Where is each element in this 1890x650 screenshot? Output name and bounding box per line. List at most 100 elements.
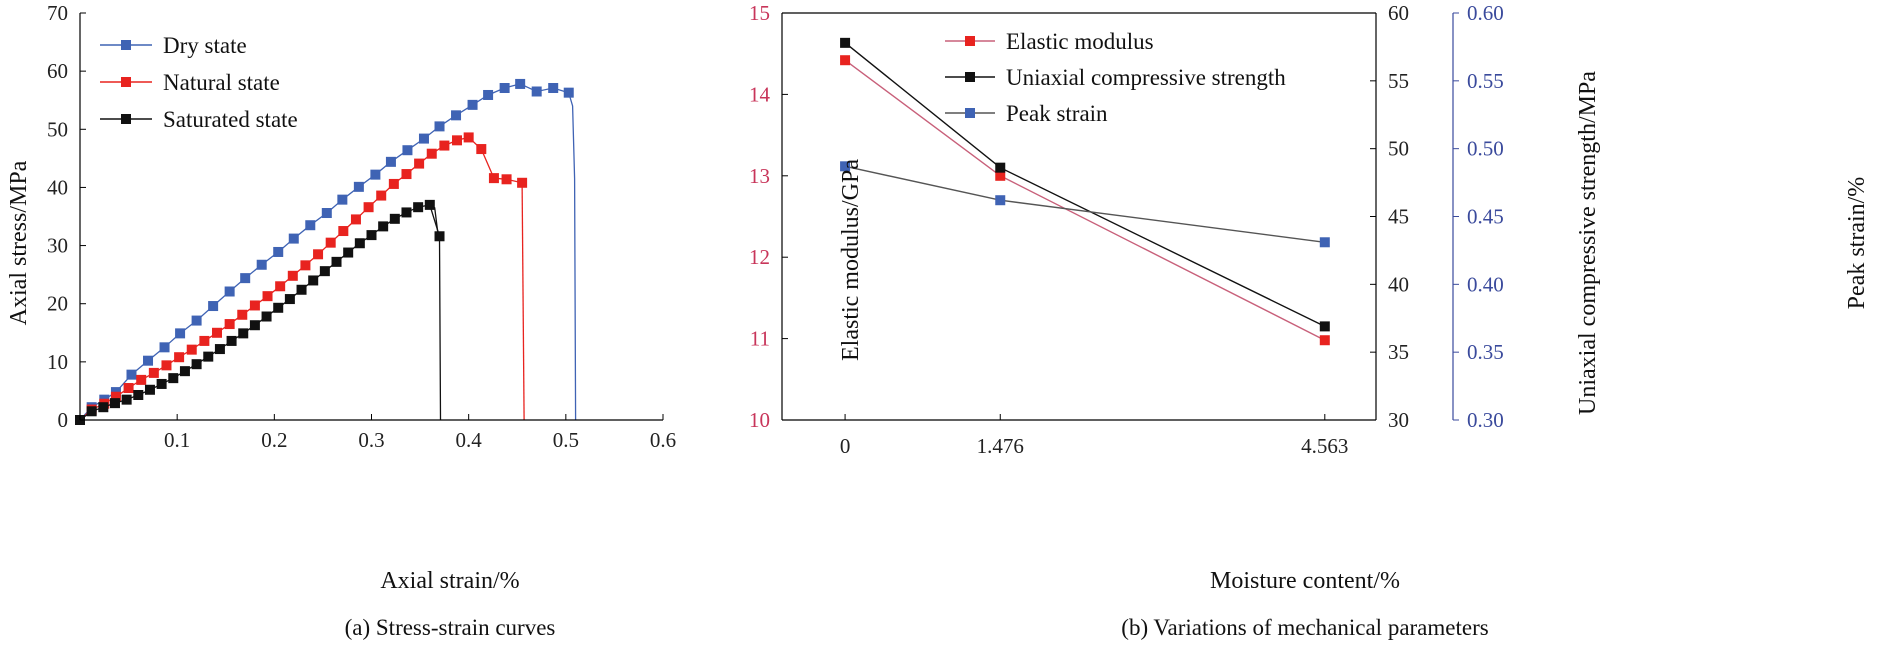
data-point (143, 355, 154, 366)
data-point (199, 335, 210, 346)
legend-marker (965, 108, 975, 118)
data-point (325, 237, 336, 248)
legend-label: Peak strain (1006, 101, 1108, 126)
panel-b-right1-tick-label: 40 (1388, 272, 1409, 296)
data-point (995, 195, 1006, 206)
data-point (212, 327, 223, 338)
stress-strain-chart: 0 10 20 30 40 50 60 70 0.1 0.2 0.3 0.4 0.5 0.6 Dry st… (6, 1, 676, 640)
panel-b-left-tick-label: 13 (749, 164, 770, 188)
panel-b-left-axis-label: Elastic modulus/GPa (838, 159, 864, 361)
data-point (331, 256, 342, 267)
panel-a-series (75, 78, 577, 425)
panel-a-x-tick-label: 0.4 (456, 428, 483, 452)
data-point (402, 145, 413, 156)
data-point (305, 220, 316, 231)
data-point (136, 374, 147, 385)
panel-a-y-tick-label: 0 (58, 408, 69, 432)
data-point (388, 178, 399, 189)
panel-b-left-tick-label: 11 (750, 327, 770, 351)
data-point (191, 359, 202, 370)
legend-marker (121, 114, 131, 124)
data-point (226, 335, 237, 346)
data-point (548, 83, 559, 94)
data-point (186, 344, 197, 355)
data-point (531, 86, 542, 97)
data-point (133, 389, 144, 400)
data-point (501, 174, 512, 185)
data-point (350, 214, 361, 225)
data-point (237, 309, 248, 320)
panel-a-y-tick-label: 60 (47, 59, 68, 83)
data-point (300, 260, 311, 271)
data-point (109, 398, 120, 409)
data-point (353, 181, 364, 192)
data-point (296, 284, 307, 295)
data-point (517, 177, 528, 188)
panel-b-right2-tick-label: 0.45 (1467, 205, 1504, 229)
data-point (418, 133, 429, 144)
panel-b-right2-tick-label: 0.50 (1467, 137, 1504, 161)
panel-b-caption: (b) Variations of mechanical parameters (1121, 615, 1488, 640)
data-point (224, 319, 235, 330)
data-point (144, 384, 155, 395)
data-point (995, 162, 1006, 173)
panel-a-y-tick-label: 30 (47, 234, 68, 258)
data-point (434, 121, 445, 132)
series-line-2 (844, 165, 1325, 243)
data-point (319, 266, 330, 277)
data-point (273, 246, 284, 257)
data-point (376, 190, 387, 201)
series-failure-drop-1 (521, 182, 525, 421)
legend-marker (965, 36, 975, 46)
panel-a-y-tick-label: 40 (47, 175, 68, 199)
data-point (284, 294, 295, 305)
panel-a-y-axis-label: Axial stress/MPa (6, 160, 32, 325)
data-point (451, 110, 462, 121)
data-point (424, 199, 435, 210)
panel-b-right1-tick-label: 30 (1388, 408, 1409, 432)
data-point (273, 302, 284, 313)
data-point (463, 132, 474, 143)
legend-label: Dry state (163, 33, 247, 58)
data-point (249, 320, 260, 331)
data-point (401, 207, 412, 218)
data-point (389, 213, 400, 224)
data-point (385, 156, 396, 167)
data-point (159, 342, 170, 353)
panel-b-right1-axis-label: Uniaxial compressive strength/MPa (1575, 71, 1601, 415)
series-line-2 (79, 204, 441, 421)
data-point (452, 135, 463, 146)
data-point (1319, 237, 1330, 248)
panel-b-right2-tick-label: 0.60 (1467, 1, 1504, 25)
legend-label: Uniaxial compressive strength (1006, 65, 1286, 90)
panel-a-x-tick-label: 0.2 (261, 428, 287, 452)
panel-a-x-tick-label: 0.5 (553, 428, 579, 452)
legend-label: Saturated state (163, 107, 298, 132)
data-point (413, 202, 424, 213)
data-point (476, 144, 487, 155)
panel-b-right2-tick-label: 0.35 (1467, 340, 1504, 364)
panel-a-ticks: 0 10 20 30 40 50 60 70 0.1 0.2 0.3 0.4 0.5 0.6 (47, 1, 676, 452)
data-point (313, 249, 324, 260)
data-point (499, 83, 510, 94)
data-point (126, 369, 137, 380)
panel-a-x-tick-label: 0.3 (358, 428, 384, 452)
data-point (203, 351, 214, 362)
data-point (378, 221, 389, 232)
panel-a-x-tick-label: 0.6 (650, 428, 676, 452)
panel-a-x-tick-label: 0.1 (164, 428, 190, 452)
data-point (343, 247, 354, 258)
data-point (515, 78, 526, 89)
data-point (208, 301, 219, 312)
data-point (434, 231, 445, 242)
data-point (1319, 335, 1330, 346)
data-point (262, 291, 273, 302)
legend-label: Natural state (163, 70, 280, 95)
data-point (288, 233, 299, 244)
data-point (179, 366, 190, 377)
data-point (467, 99, 478, 110)
panel-b-right2-axis-label: Peak strain/% (1844, 177, 1870, 310)
data-point (174, 352, 185, 363)
data-point (161, 360, 172, 371)
